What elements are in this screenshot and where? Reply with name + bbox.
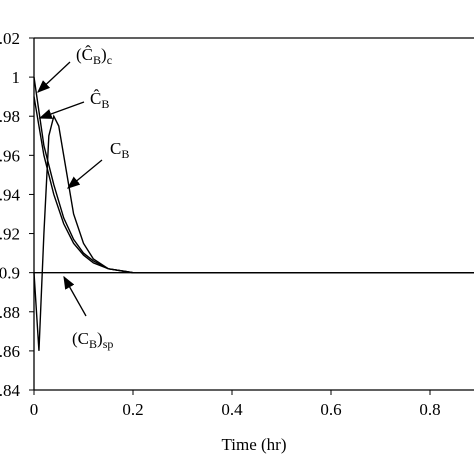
line-series — [33, 96, 474, 274]
line-series — [33, 114, 474, 351]
annotation-part: c — [107, 53, 112, 67]
annotation-part: C — [110, 139, 121, 158]
y-tick-label: 0.9 — [0, 264, 20, 283]
annotation: (CB)sp — [72, 329, 113, 351]
x-tick-label: 0.2 — [122, 400, 143, 419]
annotation: CB — [110, 139, 129, 161]
annotation-part: B — [101, 97, 109, 111]
y-tick-label: 1 — [12, 68, 21, 87]
annotation-part: sp — [103, 337, 114, 351]
annotation-part: Ĉ — [90, 89, 101, 108]
annotation: ĈB — [90, 89, 109, 111]
annotation-part: B — [93, 53, 101, 67]
arrow — [63, 275, 87, 317]
x-tick-label: 0 — [30, 400, 39, 419]
y-tick-label: 0.96 — [0, 146, 20, 165]
y-tick-label: 1.02 — [0, 29, 20, 48]
annotation-part: B — [121, 147, 129, 161]
y-tick-label: 0.98 — [0, 107, 20, 126]
annotation: (ĈB)c — [76, 45, 112, 67]
y-tick-label: 0.84 — [0, 381, 21, 400]
x-tick-label: 0.6 — [320, 400, 341, 419]
annotation-part: ) — [101, 45, 107, 64]
x-tick-label: 0.4 — [221, 400, 243, 419]
arrow — [37, 61, 71, 93]
y-tick-label: 0.88 — [0, 303, 20, 322]
arrows — [37, 61, 103, 317]
y-tick-label: 0.94 — [0, 185, 21, 204]
arrow — [38, 101, 85, 119]
annotation-part: (C — [72, 329, 89, 348]
y-tick-label: 0.86 — [0, 342, 20, 361]
x-axis-label: Time (hr) — [221, 435, 286, 454]
y-tick-label: 0.92 — [0, 225, 20, 244]
annotation-part: B — [89, 337, 97, 351]
annotation-part: (Ĉ — [76, 45, 93, 64]
arrow — [66, 159, 103, 189]
annotation-part: ) — [97, 329, 103, 348]
x-tick-label: 0.8 — [419, 400, 440, 419]
